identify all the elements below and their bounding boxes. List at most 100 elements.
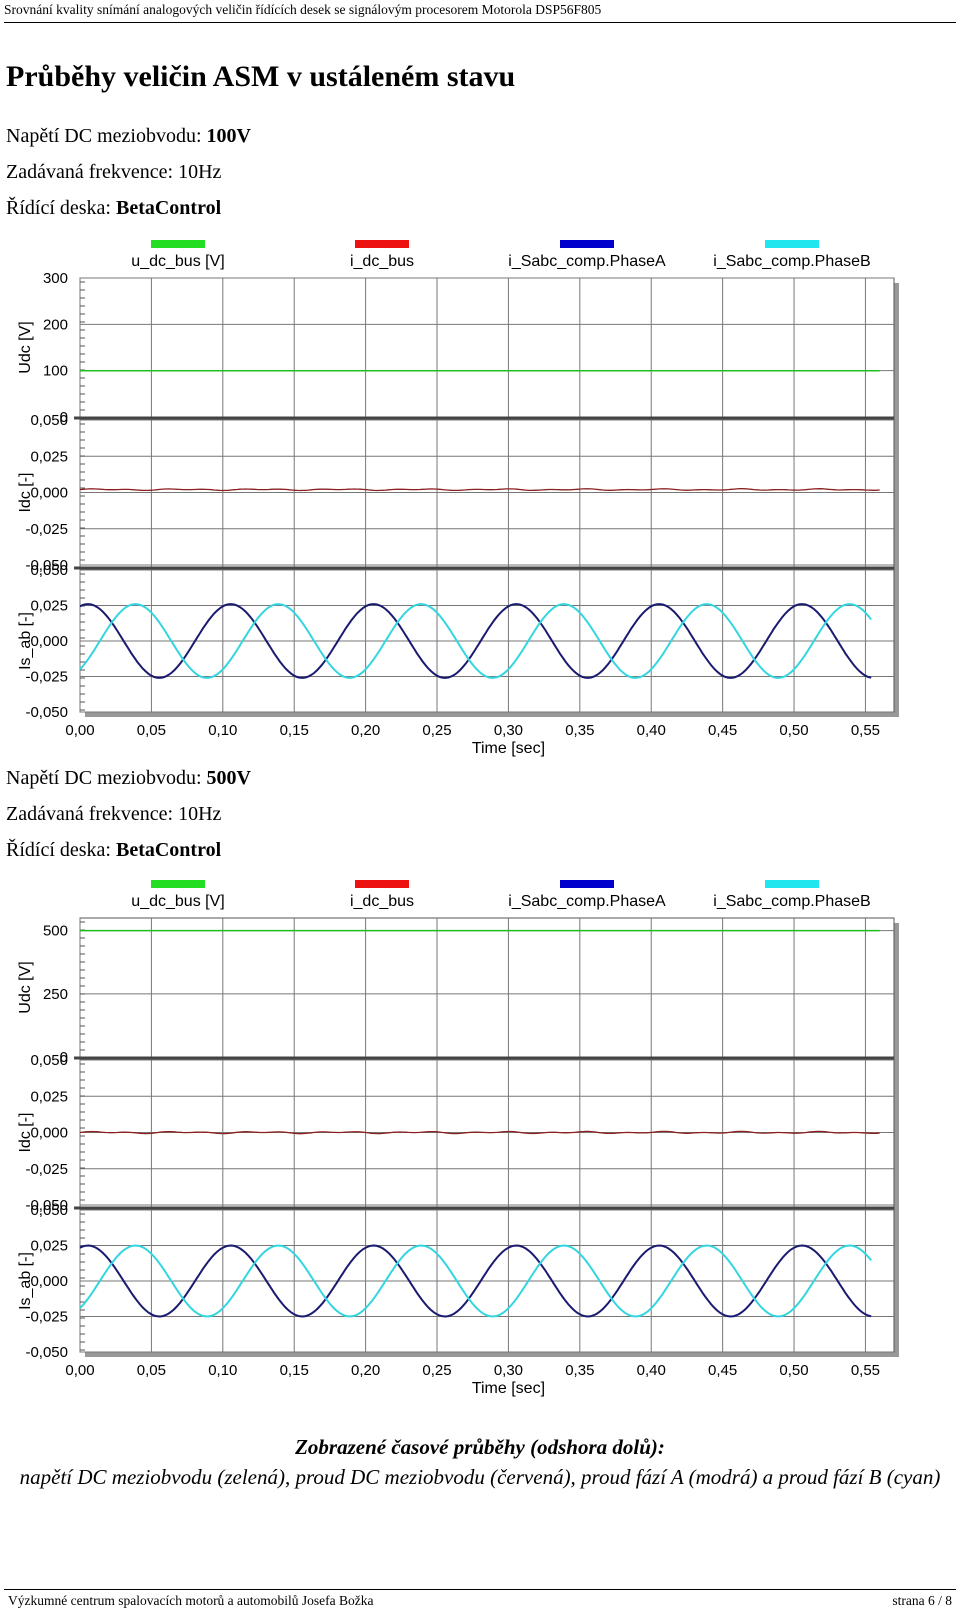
board-value: BetaControl [115, 197, 222, 219]
y-tick-label: 300 [43, 270, 68, 287]
oscilloscope-chart: u_dc_bus [V] i_dc_bus i_Sabc_comp.PhaseA i_… [17, 240, 899, 757]
x-axis-label: Time [sec] [472, 1380, 545, 1397]
x-tick-label: 0,15 [280, 722, 309, 739]
legend-swatch [765, 880, 819, 888]
params-block-1: Napětí DC meziobvodu: 100V Zadávaná frek… [6, 118, 251, 226]
x-tick-label: 0,45 [708, 722, 737, 739]
y-tick-label: 0,050 [30, 1202, 68, 1219]
x-tick-label: 0,40 [637, 1362, 666, 1379]
page-title: Průběhy veličin ASM v ustáleném stavu [6, 60, 516, 93]
legend-swatch [151, 880, 205, 888]
page-header: Srovnání kvality snímání analogových vel… [4, 0, 956, 23]
board-value: BetaControl [115, 839, 222, 861]
y-tick-label: 0,000 [30, 1125, 68, 1142]
legend-label: u_dc_bus [V] [131, 893, 224, 910]
y-tick-label: 200 [43, 316, 68, 333]
x-tick-label: 0,50 [779, 722, 808, 739]
caption-description: napětí DC meziobvodu (zelená), proud DC … [19, 1465, 941, 1489]
y-tick-label: 250 [43, 986, 68, 1003]
y-axis-label: Idc [-] [17, 472, 34, 512]
header-text: Srovnání kvality snímání analogových vel… [4, 2, 602, 17]
y-axis-label: Udc [V] [17, 961, 34, 1013]
scope-plot-500v: u_dc_bus [V] i_dc_bus i_Sabc_comp.PhaseA i_… [0, 866, 960, 1406]
oscilloscope-chart: u_dc_bus [V] i_dc_bus i_Sabc_comp.PhaseA i_… [17, 880, 899, 1397]
voltage-row: Napětí DC meziobvodu: 100V [6, 118, 251, 154]
x-tick-label: 0,10 [208, 722, 237, 739]
board-label: Řídící deska: [6, 197, 111, 219]
y-axis-label: Is_ab [-] [17, 1252, 34, 1310]
x-tick-label: 0,30 [494, 722, 523, 739]
scope-plot-100v: u_dc_bus [V] i_dc_bus i_Sabc_comp.PhaseA i_… [0, 226, 960, 766]
voltage-row: Napětí DC meziobvodu: 500V [6, 760, 251, 796]
y-tick-label: 100 [43, 363, 68, 380]
x-tick-label: 0,50 [779, 1362, 808, 1379]
legend-swatch [560, 240, 614, 248]
legend-label: i_dc_bus [350, 893, 414, 910]
x-tick-label: 0,00 [65, 722, 94, 739]
frequency-value: 10Hz [178, 803, 222, 825]
y-tick-label: -0,025 [25, 521, 68, 538]
y-tick-label: 0,000 [30, 633, 68, 650]
legend-label: i_Sabc_comp.PhaseA [508, 253, 666, 270]
caption-title: Zobrazené časové průběhy (odshora dolů): [295, 1435, 665, 1459]
x-axis-label: Time [sec] [472, 740, 545, 757]
y-tick-label: 0,025 [30, 1238, 68, 1255]
x-tick-label: 0,10 [208, 1362, 237, 1379]
legend-swatch [560, 880, 614, 888]
frequency-row: Zadávaná frekvence: 10Hz [6, 154, 251, 190]
y-tick-label: -0,025 [25, 1309, 68, 1326]
board-row: Řídící deska: BetaControl [6, 190, 251, 226]
x-tick-label: 0,15 [280, 1362, 309, 1379]
x-tick-label: 0,35 [565, 722, 594, 739]
x-tick-label: 0,00 [65, 1362, 94, 1379]
y-axis-label: Udc [V] [17, 321, 34, 373]
plot-frame [79, 917, 895, 1353]
board-row: Řídící deska: BetaControl [6, 832, 251, 868]
voltage-label: Napětí DC meziobvodu: [6, 125, 202, 147]
plot-frame [79, 277, 895, 713]
voltage-value: 100V [206, 125, 251, 147]
legend-label: i_Sabc_comp.PhaseA [508, 893, 666, 910]
y-tick-label: 0,000 [30, 1273, 68, 1290]
frequency-value: 10Hz [178, 161, 222, 183]
y-tick-label: 0,050 [30, 1052, 68, 1069]
frequency-row: Zadávaná frekvence: 10Hz [6, 796, 251, 832]
x-tick-label: 0,40 [637, 722, 666, 739]
y-tick-label: 0,050 [30, 412, 68, 429]
series-line-i-sabc-comp-phaseb [79, 603, 872, 679]
y-tick-label: 0,025 [30, 598, 68, 615]
series-line-i-sabc-comp-phasea [79, 603, 872, 679]
page-number: strana 6 / 8 [892, 1593, 952, 1608]
x-tick-label: 0,05 [137, 722, 166, 739]
frequency-label: Zadávaná frekvence: [6, 161, 174, 183]
x-tick-label: 0,45 [708, 1362, 737, 1379]
frequency-label: Zadávaná frekvence: [6, 803, 174, 825]
y-tick-label: -0,025 [25, 669, 68, 686]
x-tick-label: 0,25 [422, 1362, 451, 1379]
legend-label: i_dc_bus [350, 253, 414, 270]
x-tick-label: 0,30 [494, 1362, 523, 1379]
series-line-i-sabc-comp-phasea [79, 1244, 872, 1318]
legend-swatch [151, 240, 205, 248]
series-line-i-sabc-comp-phaseb [79, 1244, 872, 1318]
legend-swatch [765, 240, 819, 248]
page-footer: Výzkumné centrum spalovacích motorů a au… [4, 1589, 956, 1612]
voltage-value: 500V [206, 767, 251, 789]
y-tick-label: 0,025 [30, 1088, 68, 1105]
footer-institution: Výzkumné centrum spalovacích motorů a au… [8, 1593, 374, 1608]
voltage-label: Napětí DC meziobvodu: [6, 767, 202, 789]
x-tick-label: 0,35 [565, 1362, 594, 1379]
params-block-2: Napětí DC meziobvodu: 500V Zadávaná frek… [6, 760, 251, 868]
legend-swatch [355, 240, 409, 248]
board-label: Řídící deska: [6, 839, 111, 861]
x-tick-label: 0,20 [351, 722, 380, 739]
y-tick-label: 0 [60, 1049, 68, 1066]
x-tick-label: 0,20 [351, 1362, 380, 1379]
legend-label: i_Sabc_comp.PhaseB [713, 893, 870, 910]
y-tick-label: -0,025 [25, 1161, 68, 1178]
y-tick-label: 0 [60, 409, 68, 426]
y-tick-label: -0,050 [25, 1197, 68, 1214]
x-tick-label: 0,25 [422, 722, 451, 739]
legend-label: i_Sabc_comp.PhaseB [713, 253, 870, 270]
y-tick-label: 0,050 [30, 562, 68, 579]
